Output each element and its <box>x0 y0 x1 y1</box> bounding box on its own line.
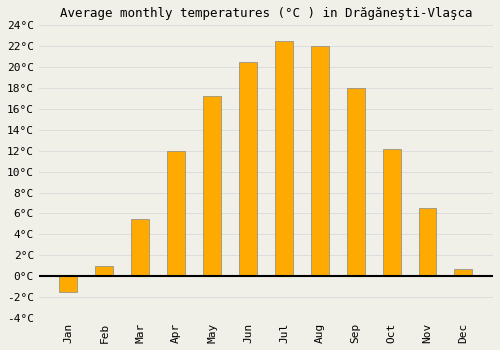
Bar <box>454 269 472 276</box>
Title: Average monthly temperatures (°C ) in Drăgăneşti-Vlaşca: Average monthly temperatures (°C ) in Dr… <box>60 7 472 20</box>
Bar <box>239 62 257 276</box>
Bar <box>418 208 436 276</box>
Bar <box>275 41 293 276</box>
Bar <box>203 96 221 276</box>
Bar <box>96 266 114 276</box>
Bar <box>382 149 400 276</box>
Bar <box>60 276 78 292</box>
Bar <box>346 88 364 276</box>
Bar <box>311 46 329 276</box>
Bar <box>132 219 149 276</box>
Bar <box>167 151 185 276</box>
